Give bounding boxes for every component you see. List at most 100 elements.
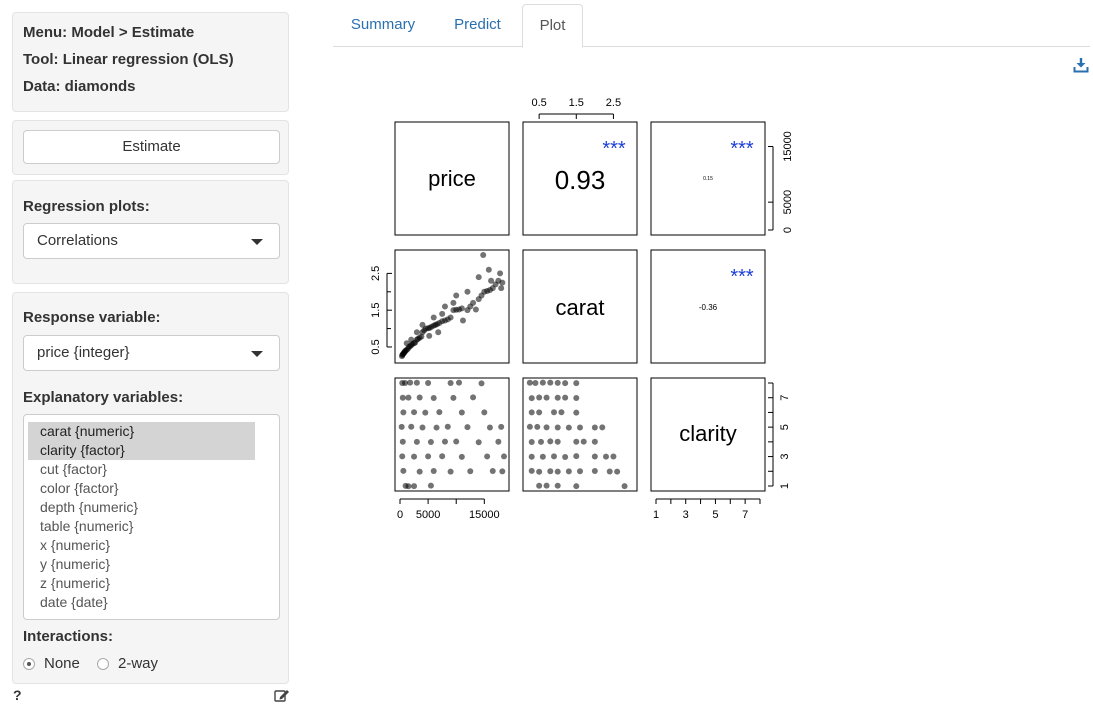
scatter-point (547, 438, 554, 445)
scatter-point (591, 453, 598, 460)
scatter-point (599, 424, 606, 431)
scatter-point (554, 482, 561, 489)
scatter-point (528, 453, 535, 460)
panel-carat-clarity (650, 249, 766, 364)
regression-plots-value: Correlations (37, 232, 118, 249)
scatter-point (495, 438, 502, 445)
regression-plots-select[interactable]: Correlations (23, 223, 280, 259)
scatter-point (416, 468, 423, 475)
scatter-point (591, 467, 598, 474)
scatter-point (419, 424, 426, 431)
scatter-point (591, 438, 598, 445)
help-icon[interactable]: ? (13, 687, 22, 703)
scatter-point (558, 409, 565, 416)
scatter-point (499, 468, 506, 475)
scatter-point (551, 453, 557, 460)
tick-label: 15000 (782, 131, 794, 162)
list-item[interactable]: y {numeric} (40, 556, 111, 572)
scatter-point (439, 453, 446, 460)
scatter-point (610, 453, 617, 460)
scatter-point (453, 438, 460, 445)
panel-carat-price (394, 249, 510, 364)
list-item[interactable]: date {date} (40, 594, 108, 610)
explanatory-variables-listbox[interactable]: carat {numeric} clarity {factor} cut {fa… (23, 414, 280, 620)
right-axis-price: 0 5000 15000 (768, 131, 794, 233)
response-variable-select[interactable]: price {integer} (23, 335, 280, 371)
scatter-point (458, 453, 465, 460)
tick-label: 5000 (416, 509, 440, 521)
scatter-point (407, 379, 414, 386)
scatter-point (435, 329, 442, 336)
scatter-point (488, 277, 495, 284)
scatter-point (470, 299, 477, 306)
tick-label: 1.5 (370, 303, 382, 318)
scatter-point (399, 394, 406, 401)
list-item[interactable]: table {numeric} (40, 518, 134, 534)
radio-2way-label: 2-way (118, 655, 159, 672)
correlation-plot: price carat clarity 0.93 0.15 -0.36 *** … (370, 97, 794, 521)
scatter-point (565, 468, 572, 475)
scatter-point (413, 329, 420, 336)
scatter-point (498, 423, 505, 430)
scatter-point (427, 482, 434, 489)
radio-2way[interactable] (97, 658, 109, 670)
scatter-point (484, 453, 491, 460)
list-item[interactable]: depth {numeric} (40, 499, 139, 515)
scatter-point (538, 438, 544, 445)
tick-label: 0.5 (531, 97, 546, 109)
panel-price (394, 121, 510, 236)
var-label-clarity: clarity (679, 421, 736, 446)
var-label-price: price (428, 166, 476, 191)
bottom-axis-price: 0 5000 15000 (397, 498, 500, 521)
tab-predict[interactable]: Predict (454, 16, 501, 33)
list-item[interactable]: cut {factor} (40, 461, 107, 477)
scatter-point (399, 438, 406, 445)
tab-summary[interactable]: Summary (350, 16, 416, 33)
response-variable-value: price {integer} (37, 344, 130, 361)
scatter-point (573, 483, 580, 490)
edit-icon[interactable] (274, 688, 290, 707)
scatter-point (554, 468, 561, 475)
tick-label: 0.5 (370, 339, 382, 354)
scatter-point (408, 336, 415, 343)
download-icon[interactable] (1073, 57, 1089, 78)
tool-info: Tool: Linear regression (OLS) (23, 51, 234, 68)
scatter-point (411, 409, 418, 416)
tick-label: 1 (779, 483, 791, 489)
scatter-point (547, 379, 554, 386)
left-axis-carat: 0.5 1.5 2.5 (370, 266, 392, 355)
scatter-point (405, 394, 412, 401)
scatter-point (489, 468, 496, 475)
scatter-point (411, 483, 418, 490)
radio-none[interactable] (23, 658, 35, 670)
scatter-point (422, 409, 429, 416)
list-item[interactable]: color {factor} (40, 480, 119, 496)
list-item[interactable]: z {numeric} (40, 575, 111, 591)
scatter-point (458, 409, 465, 416)
list-item[interactable]: carat {numeric} (28, 422, 255, 441)
tab-plot[interactable]: Plot (522, 4, 583, 48)
panel-clarity-price (394, 377, 510, 492)
scatter-point (441, 303, 448, 310)
data-info: Data: diamonds (23, 78, 136, 95)
tick-label: 7 (779, 395, 791, 401)
scatter-point (580, 438, 587, 445)
estimate-button[interactable]: Estimate (23, 130, 280, 164)
variables-panel: Response variable: price {integer} Expla… (12, 292, 289, 684)
tick-label: 15000 (469, 509, 500, 521)
scatter-carat-clarity (526, 379, 628, 490)
scatter-point (475, 274, 482, 281)
tick-label: 7 (742, 509, 748, 521)
right-axis-clarity: 1 3 5 7 (768, 382, 791, 489)
scatter-point (528, 467, 535, 474)
scatter-point (573, 395, 580, 402)
list-item[interactable]: clarity {factor} (28, 441, 255, 460)
scatter-point (400, 467, 407, 474)
scatter-point (458, 305, 465, 312)
regression-plots-label: Regression plots: (23, 198, 150, 215)
interactions-label: Interactions: (23, 628, 114, 645)
scatter-point (400, 409, 407, 416)
corr-carat-clarity: -0.36 (699, 303, 718, 312)
scatter-point (450, 299, 457, 306)
list-item[interactable]: x {numeric} (40, 537, 111, 553)
